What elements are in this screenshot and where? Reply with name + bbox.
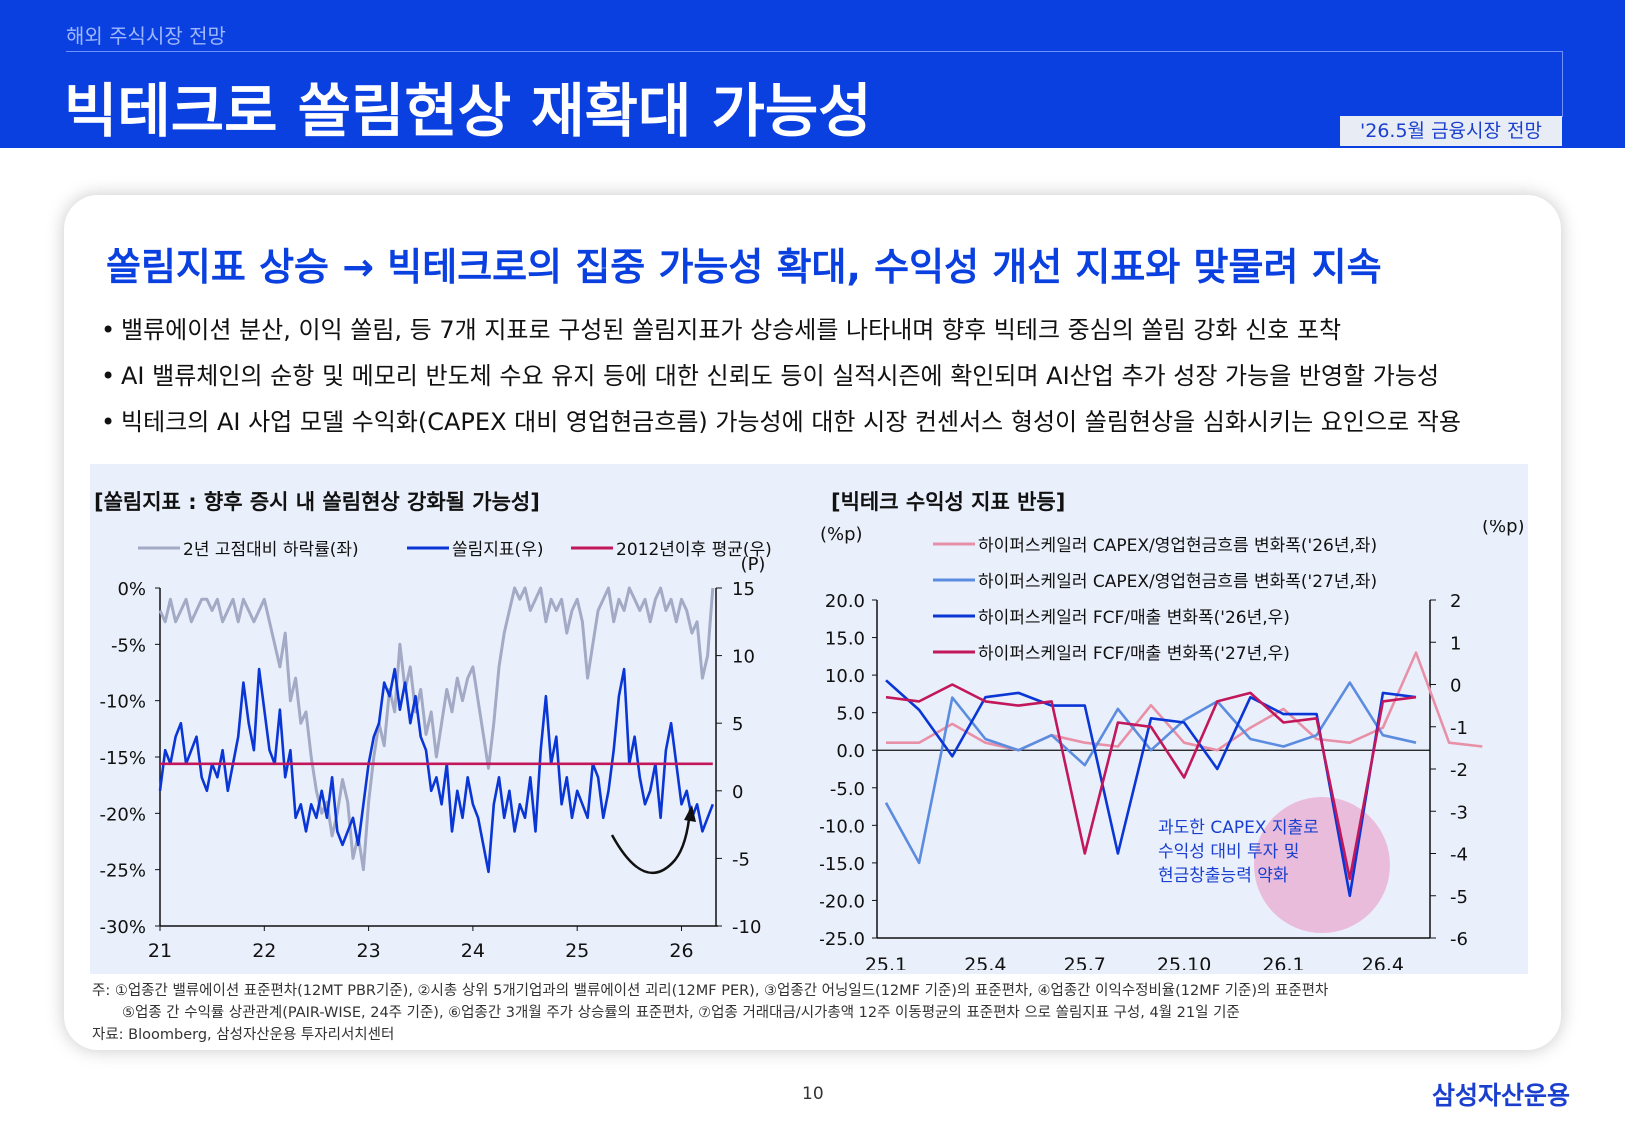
bullet-item: • AI 밸류체인의 순항 및 메모리 반도체 수요 유지 등에 대한 신뢰도 등… bbox=[101, 362, 1440, 390]
annotation-circle bbox=[1254, 797, 1390, 933]
y-right-tick-label: 0 bbox=[732, 782, 743, 803]
header-rule-vertical bbox=[1562, 51, 1563, 117]
legend-label: 쏠림지표(우) bbox=[452, 540, 543, 560]
y-right-tick-label: -6 bbox=[1450, 929, 1468, 950]
legend-label: 2년 고점대비 하락률(좌) bbox=[183, 540, 359, 560]
series-line bbox=[885, 683, 1417, 881]
chart1-title: [쏠림지표 : 향후 증시 내 쏠림현상 강화될 가능성] bbox=[94, 490, 540, 514]
chart1-svg: 2년 고점대비 하락률(좌) 쏠림지표(우) 2012년이후 평균(우) 0% -5% -… bbox=[99, 540, 772, 962]
x-tick-label: 25.4 bbox=[964, 954, 1006, 970]
legend-label: 하이퍼스케일러 CAPEX/영업현금흐름 변화폭('26년,좌) bbox=[978, 536, 1377, 556]
y-right-unit: (%p) bbox=[1482, 520, 1525, 537]
y-left-tick-label: -10% bbox=[99, 692, 146, 713]
bullet-text: 밸류에이션 분산, 이익 쏠림, 등 7개 지표로 구성된 쏠림지표가 상승세를… bbox=[121, 316, 1342, 344]
footnote-line: 자료: Bloomberg, 삼성자산운용 투자리서치센터 bbox=[92, 1027, 395, 1043]
y-right-tick-label: 1 bbox=[1450, 633, 1461, 654]
y-left-tick-label: -20% bbox=[99, 804, 146, 825]
y-left-tick-label: 10.0 bbox=[825, 666, 865, 687]
page-number: 10 bbox=[802, 1084, 824, 1104]
legend-label: 하이퍼스케일러 FCF/매출 변화폭('26년,우) bbox=[978, 608, 1290, 628]
header-bar: 해외 주식시장 전망 빅테크로 쏠림현상 재확대 가능성 '26.5월 금융시장… bbox=[0, 0, 1625, 148]
annotation-text: 현금창출능력 약화 bbox=[1158, 866, 1289, 886]
y-right-tick-label: 5 bbox=[732, 714, 743, 735]
y-left-tick-label: 0.0 bbox=[836, 741, 865, 762]
chart2-title: [빅테크 수익성 지표 반등] bbox=[831, 490, 1066, 514]
x-tick-label: 25.10 bbox=[1157, 954, 1211, 970]
bullet-list: • 밸류에이션 분산, 이익 쏠림, 등 7개 지표로 구성된 쏠림지표가 상승세… bbox=[101, 314, 1461, 452]
y-left-tick-label: -25.0 bbox=[820, 929, 865, 950]
y-right-tick-label: 15 bbox=[732, 579, 755, 600]
report-badge: '26.5월 금융시장 전망 bbox=[1340, 116, 1562, 146]
y-left-tick-label: -20.0 bbox=[820, 891, 865, 912]
y-right-tick-label: -5 bbox=[1450, 887, 1468, 908]
bullet-text: 빅테크의 AI 사업 모델 수익화(CAPEX 대비 영업현금흐름) 가능성에 … bbox=[121, 408, 1461, 436]
bullet-text: AI 밸류체인의 순항 및 메모리 반도체 수요 유지 등에 대한 신뢰도 등이… bbox=[121, 362, 1440, 390]
x-tick-label: 25.7 bbox=[1064, 954, 1106, 970]
x-tick-label: 26.1 bbox=[1262, 954, 1304, 970]
series-line bbox=[158, 586, 715, 872]
y-left-tick-label: -5% bbox=[111, 635, 146, 656]
y-right-tick-label: 10 bbox=[732, 647, 755, 668]
annotation-text: 과도한 CAPEX 지출로 bbox=[1158, 818, 1319, 838]
y-left-tick-label: -10.0 bbox=[820, 816, 865, 837]
x-tick-label: 25 bbox=[565, 940, 589, 962]
y-left-tick-label: 15.0 bbox=[825, 629, 865, 650]
y-right-unit: (P) bbox=[741, 554, 766, 575]
y-left-tick-label: -15% bbox=[99, 748, 146, 769]
trend-arrowhead bbox=[684, 805, 696, 822]
bullet-item: • 빅테크의 AI 사업 모델 수익화(CAPEX 대비 영업현금흐름) 가능성에… bbox=[101, 408, 1461, 436]
annotation-text: 수익성 대비 투자 및 bbox=[1158, 842, 1299, 862]
y-right-tick-label: -5 bbox=[732, 849, 750, 870]
y-left-tick-label: -5.0 bbox=[830, 779, 865, 800]
chart2-svg: (%p) (%p) 20.0 15.0 10.0 5.0 0.0 -5.0 -10.0 -15.0… bbox=[820, 520, 1525, 970]
x-tick-label: 24 bbox=[461, 940, 485, 962]
y-left-tick-label: -15.0 bbox=[820, 854, 865, 875]
y-left-tick-label: 20.0 bbox=[825, 591, 865, 612]
footnote-line: ⑤업종 간 수익률 상관관계(PAIR-WISE, 24주 기준), ⑥업종간 … bbox=[122, 1005, 1240, 1021]
y-right-tick-label: -3 bbox=[1450, 802, 1468, 823]
y-left-unit: (%p) bbox=[820, 524, 863, 545]
y-right-tick-label: 2 bbox=[1450, 591, 1461, 612]
trend-arrow bbox=[610, 809, 692, 875]
y-right-tick-label: -1 bbox=[1450, 718, 1468, 739]
headline: 쏠림지표 상승 → 빅테크로의 집중 가능성 확대, 수익성 개선 지표와 맞물… bbox=[106, 245, 1382, 289]
legend-label: 하이퍼스케일러 CAPEX/영업현금흐름 변화폭('27년,좌) bbox=[978, 572, 1377, 592]
y-left-tick-label: 0% bbox=[117, 579, 146, 600]
series-line bbox=[886, 651, 1483, 752]
header-rule bbox=[66, 51, 1563, 52]
y-left-tick-label: -30% bbox=[99, 917, 146, 938]
footnotes: 주: ①업종간 밸류에이션 표준편차(12MT PBR기준), ②시총 상위 5… bbox=[92, 980, 1328, 1046]
page-title: 빅테크로 쏠림현상 재확대 가능성 bbox=[64, 77, 872, 145]
series-line bbox=[884, 681, 1417, 865]
x-tick-label: 22 bbox=[252, 940, 276, 962]
x-tick-label: 23 bbox=[357, 940, 381, 962]
company-logo: 삼성자산운용 bbox=[1432, 1081, 1571, 1110]
y-right-tick-label: 0 bbox=[1450, 676, 1461, 697]
x-tick-label: 26 bbox=[669, 940, 693, 962]
y-right-tick-label: -10 bbox=[732, 917, 761, 938]
legend-label: 2012년이후 평균(우) bbox=[616, 540, 772, 560]
x-tick-label: 26.4 bbox=[1362, 954, 1404, 970]
y-left-tick-label: 5.0 bbox=[836, 704, 865, 725]
series-line bbox=[158, 667, 715, 874]
section-label: 해외 주식시장 전망 bbox=[66, 24, 226, 48]
bullet-item: • 밸류에이션 분산, 이익 쏠림, 등 7개 지표로 구성된 쏠림지표가 상승세… bbox=[101, 316, 1342, 344]
legend-label: 하이퍼스케일러 FCF/매출 변화폭('27년,우) bbox=[978, 644, 1290, 664]
y-right-tick-label: -2 bbox=[1450, 760, 1468, 781]
x-tick-label: 25.1 bbox=[865, 954, 907, 970]
footnote-line: 주: ①업종간 밸류에이션 표준편차(12MT PBR기준), ②시총 상위 5… bbox=[92, 983, 1329, 999]
x-tick-label: 21 bbox=[148, 940, 172, 962]
y-right-tick-label: -4 bbox=[1450, 845, 1468, 866]
y-left-tick-label: -25% bbox=[99, 861, 146, 882]
